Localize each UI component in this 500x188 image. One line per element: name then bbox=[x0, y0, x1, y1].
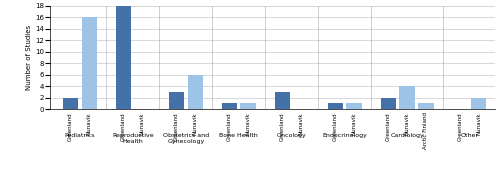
Bar bbox=[82, 17, 97, 109]
Bar bbox=[418, 103, 434, 109]
Text: Greenland: Greenland bbox=[121, 112, 126, 141]
Bar bbox=[471, 98, 486, 109]
Text: Bone Health: Bone Health bbox=[220, 133, 258, 138]
Text: Nunavik: Nunavik bbox=[87, 112, 92, 135]
Text: Greenland: Greenland bbox=[386, 112, 390, 141]
Text: Cardiology: Cardiology bbox=[390, 133, 424, 138]
Text: Oncology: Oncology bbox=[277, 133, 306, 138]
Text: Endocrinology: Endocrinology bbox=[322, 133, 367, 138]
Text: Greenland: Greenland bbox=[458, 112, 462, 141]
Text: Nunavik: Nunavik bbox=[404, 112, 409, 135]
Text: Obstetrics and
Gynecology: Obstetrics and Gynecology bbox=[162, 133, 209, 144]
Bar bbox=[328, 103, 343, 109]
Y-axis label: Number of Studies: Number of Studies bbox=[26, 25, 32, 90]
Bar bbox=[240, 103, 256, 109]
Bar bbox=[274, 92, 290, 109]
Bar bbox=[400, 86, 414, 109]
Bar bbox=[346, 103, 362, 109]
Text: Other: Other bbox=[460, 133, 478, 138]
Text: Pediatrics: Pediatrics bbox=[64, 133, 95, 138]
Text: Greenland: Greenland bbox=[174, 112, 179, 141]
Text: Nunavik: Nunavik bbox=[298, 112, 304, 135]
Bar bbox=[222, 103, 237, 109]
Text: Nunavik: Nunavik bbox=[140, 112, 144, 135]
Text: Nunavik: Nunavik bbox=[476, 112, 482, 135]
Bar bbox=[63, 98, 78, 109]
Text: Arctic Finland: Arctic Finland bbox=[424, 112, 428, 149]
Bar bbox=[116, 6, 131, 109]
Bar bbox=[380, 98, 396, 109]
Text: Greenland: Greenland bbox=[333, 112, 338, 141]
Text: Nunavik: Nunavik bbox=[246, 112, 250, 135]
Text: Greenland: Greenland bbox=[68, 112, 73, 141]
Text: Greenland: Greenland bbox=[280, 112, 285, 141]
Text: Nunavik: Nunavik bbox=[352, 112, 356, 135]
Bar bbox=[168, 92, 184, 109]
Text: Reproductive
Health: Reproductive Health bbox=[112, 133, 154, 144]
Text: Nunavik: Nunavik bbox=[192, 112, 198, 135]
Text: Greenland: Greenland bbox=[227, 112, 232, 141]
Bar bbox=[188, 75, 203, 109]
